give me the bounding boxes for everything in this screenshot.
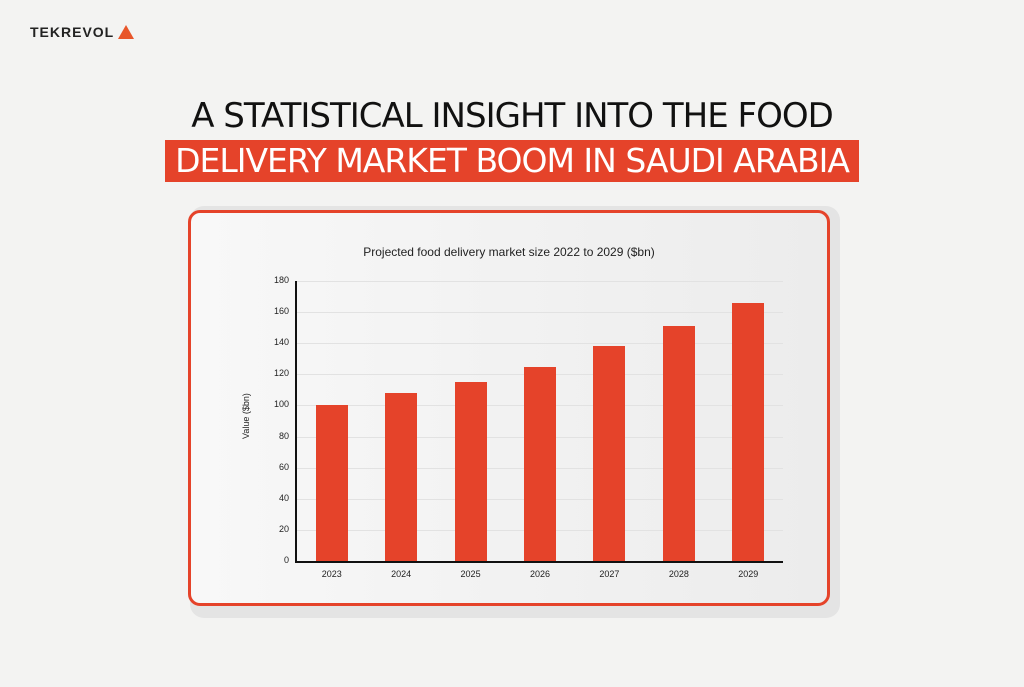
bar-2028 bbox=[662, 326, 695, 561]
y-tick-label: 0 bbox=[283, 555, 289, 565]
plot-area: Value ($bn) 0 20 40 60 80 100 120 140 160 180 2023… bbox=[241, 275, 783, 579]
logo-triangle-icon bbox=[118, 25, 135, 39]
y-tick-label: 80 bbox=[278, 430, 289, 441]
y-tick-label: 100 bbox=[273, 399, 289, 410]
chart-card: Projected food delivery market size 2022… bbox=[188, 210, 830, 606]
x-tick-label: 2029 bbox=[738, 569, 759, 579]
bar-2026 bbox=[524, 366, 556, 561]
y-tick-label: 40 bbox=[278, 492, 289, 503]
headline-line-2: DELIVERY MARKET BOOM IN SAUDI ARABIA bbox=[165, 140, 859, 182]
gridline bbox=[297, 281, 783, 282]
x-tick-label: 2023 bbox=[321, 569, 342, 579]
headline-line-1: A STATISTICAL INSIGHT INTO THE FOOD bbox=[191, 96, 834, 136]
y-tick-label: 60 bbox=[278, 461, 289, 472]
logo-text: TEKREVOL bbox=[30, 24, 115, 40]
x-tick-label: 2024 bbox=[391, 569, 412, 579]
logo: TEKREVOL bbox=[30, 24, 135, 40]
y-tick-label: 180 bbox=[273, 275, 289, 285]
x-tick-label: 2028 bbox=[668, 569, 689, 579]
chart-title: Projected food delivery market size 2022… bbox=[363, 245, 655, 259]
gridline bbox=[297, 312, 783, 314]
y-tick-label: 20 bbox=[278, 523, 289, 534]
y-tick-label: 120 bbox=[273, 368, 289, 379]
bar-2025 bbox=[454, 382, 487, 561]
gridline bbox=[297, 343, 783, 345]
x-tick-label: 2026 bbox=[529, 569, 551, 579]
y-axis-label: Value ($bn) bbox=[240, 393, 251, 439]
y-tick-label: 140 bbox=[273, 337, 289, 348]
x-tick-label: 2027 bbox=[599, 569, 620, 579]
bar-2029 bbox=[732, 302, 765, 561]
bar-2023 bbox=[315, 405, 348, 561]
bar-2027 bbox=[593, 346, 626, 561]
bar-2024 bbox=[385, 393, 418, 561]
y-tick-label: 160 bbox=[273, 306, 289, 317]
x-tick-label: 2025 bbox=[460, 569, 481, 579]
